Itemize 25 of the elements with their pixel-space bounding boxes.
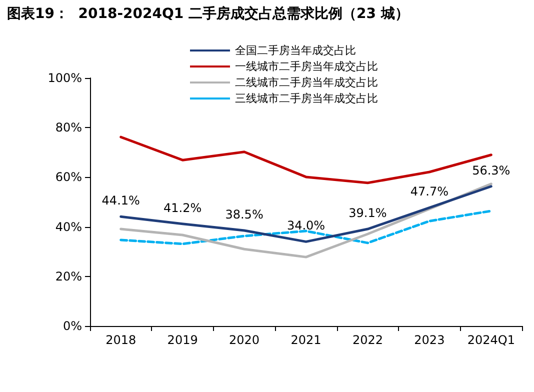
data-label: 41.2% bbox=[164, 200, 202, 215]
y-tick-label: 100% bbox=[48, 71, 82, 85]
data-label: 44.1% bbox=[102, 194, 140, 208]
legend-label: 一线城市二手房当年成交占比 bbox=[235, 60, 378, 73]
x-tick-label: 2022 bbox=[352, 333, 383, 347]
legend-label: 三线城市二手房当年成交占比 bbox=[235, 92, 378, 105]
legend-label: 全国二手房当年成交占比 bbox=[235, 44, 356, 57]
chart-title: 图表19： 2018-2024Q1 二手房成交占总需求比例（23 城） bbox=[7, 5, 409, 22]
data-label: 47.7% bbox=[410, 184, 448, 199]
y-tick-label: 20% bbox=[55, 269, 82, 284]
data-label: 38.5% bbox=[225, 208, 264, 222]
y-tick-label: 80% bbox=[55, 120, 82, 135]
x-tick-label: 2020 bbox=[229, 333, 260, 347]
y-tick-label: 0% bbox=[62, 319, 82, 333]
y-tick-label: 60% bbox=[55, 170, 82, 184]
legend-label: 二线城市二手房当年成交占比 bbox=[235, 76, 378, 89]
x-tick-label: 2021 bbox=[290, 333, 322, 347]
data-label: 39.1% bbox=[348, 206, 387, 220]
data-label: 34.0% bbox=[286, 218, 326, 233]
x-tick-label: 2023 bbox=[414, 333, 445, 347]
x-tick-label: 2018 bbox=[106, 333, 136, 347]
y-tick-label: 40% bbox=[55, 220, 82, 234]
x-tick-label: 2019 bbox=[167, 333, 198, 347]
data-label: 56.3% bbox=[472, 163, 510, 178]
x-tick-label: 2024Q1 bbox=[467, 333, 515, 347]
